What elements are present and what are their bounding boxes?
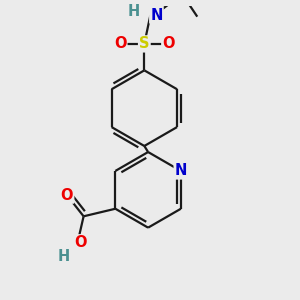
Text: O: O bbox=[114, 36, 126, 51]
Text: H: H bbox=[128, 4, 140, 19]
Text: S: S bbox=[139, 36, 150, 51]
Text: H: H bbox=[58, 249, 70, 264]
Text: N: N bbox=[150, 8, 163, 23]
Text: O: O bbox=[61, 188, 73, 202]
Text: O: O bbox=[74, 235, 87, 250]
Text: N: N bbox=[175, 164, 187, 178]
Text: O: O bbox=[162, 36, 175, 51]
